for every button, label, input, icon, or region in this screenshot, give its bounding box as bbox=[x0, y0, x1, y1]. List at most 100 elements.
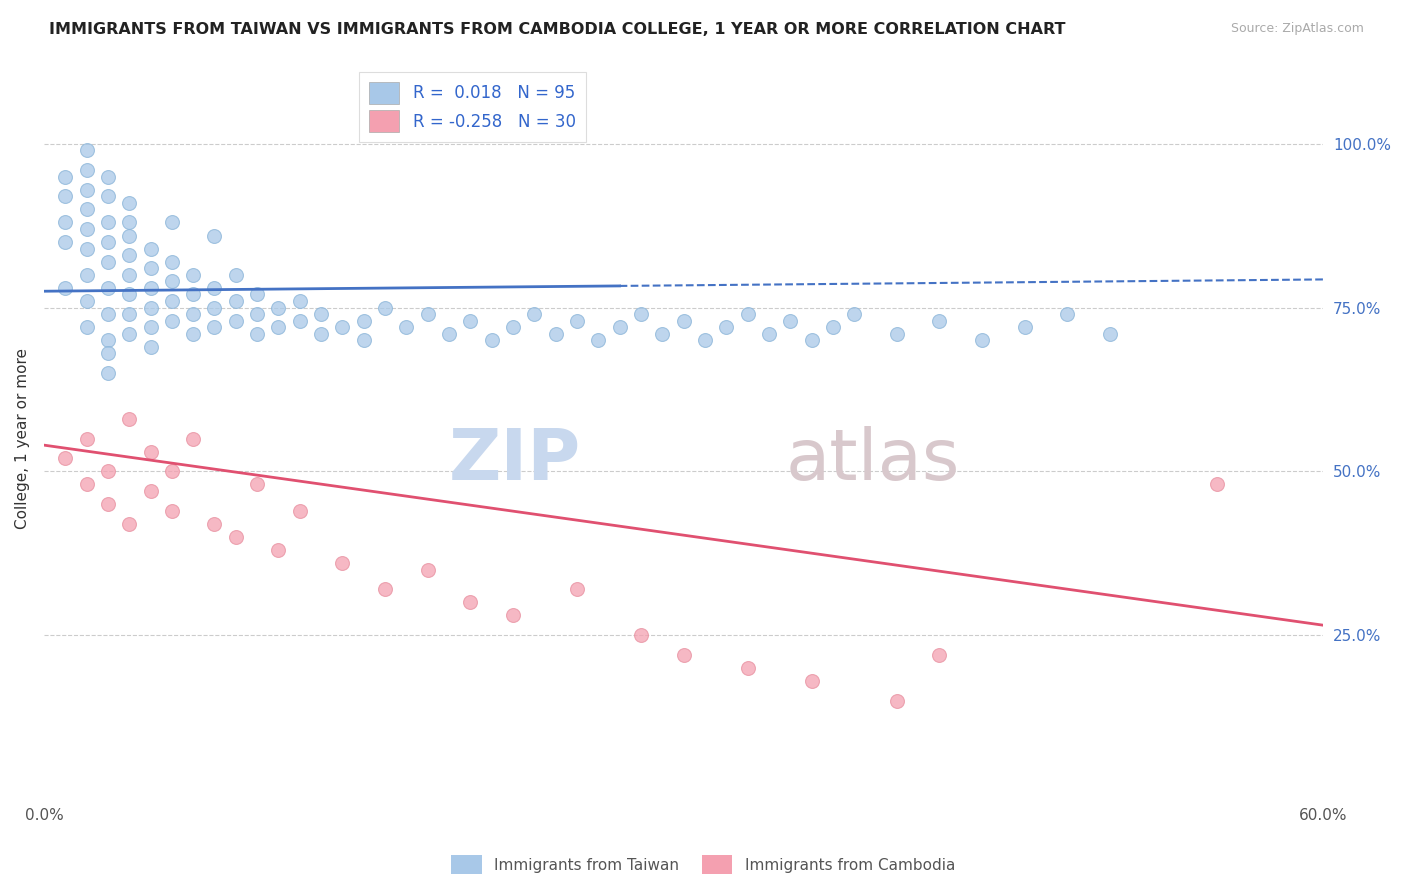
Text: atlas: atlas bbox=[786, 425, 960, 495]
Point bbox=[118, 516, 141, 531]
Point bbox=[76, 477, 98, 491]
Point bbox=[76, 183, 98, 197]
Point bbox=[267, 320, 290, 334]
Point bbox=[181, 287, 204, 301]
Point bbox=[288, 314, 311, 328]
Point bbox=[1099, 326, 1122, 341]
Point bbox=[118, 228, 141, 243]
Point bbox=[97, 464, 120, 478]
Point bbox=[309, 307, 332, 321]
Point bbox=[502, 320, 524, 334]
Point bbox=[800, 334, 823, 348]
Point bbox=[53, 235, 76, 249]
Point bbox=[395, 320, 418, 334]
Point bbox=[886, 693, 908, 707]
Point bbox=[97, 307, 120, 321]
Point bbox=[204, 320, 226, 334]
Point bbox=[928, 314, 950, 328]
Point bbox=[204, 281, 226, 295]
Point bbox=[97, 189, 120, 203]
Point bbox=[267, 542, 290, 557]
Y-axis label: College, 1 year or more: College, 1 year or more bbox=[15, 348, 30, 529]
Point bbox=[160, 503, 183, 517]
Point bbox=[523, 307, 546, 321]
Point bbox=[651, 326, 673, 341]
Point bbox=[416, 563, 439, 577]
Point bbox=[309, 326, 332, 341]
Point bbox=[246, 287, 269, 301]
Point bbox=[53, 451, 76, 466]
Point bbox=[460, 314, 482, 328]
Point bbox=[737, 661, 759, 675]
Legend: Immigrants from Taiwan, Immigrants from Cambodia: Immigrants from Taiwan, Immigrants from … bbox=[444, 849, 962, 880]
Point bbox=[693, 334, 716, 348]
Point bbox=[758, 326, 780, 341]
Text: IMMIGRANTS FROM TAIWAN VS IMMIGRANTS FROM CAMBODIA COLLEGE, 1 YEAR OR MORE CORRE: IMMIGRANTS FROM TAIWAN VS IMMIGRANTS FRO… bbox=[49, 22, 1066, 37]
Point bbox=[76, 293, 98, 308]
Point bbox=[118, 215, 141, 229]
Point bbox=[118, 195, 141, 210]
Point bbox=[139, 242, 162, 256]
Point bbox=[160, 274, 183, 288]
Point bbox=[460, 595, 482, 609]
Point bbox=[139, 281, 162, 295]
Point bbox=[502, 608, 524, 623]
Point bbox=[886, 326, 908, 341]
Point bbox=[288, 503, 311, 517]
Point bbox=[181, 307, 204, 321]
Point bbox=[139, 320, 162, 334]
Point bbox=[225, 268, 247, 282]
Point bbox=[97, 346, 120, 360]
Point bbox=[53, 189, 76, 203]
Point bbox=[160, 314, 183, 328]
Point bbox=[97, 235, 120, 249]
Point bbox=[565, 314, 588, 328]
Point bbox=[928, 648, 950, 662]
Text: ZIP: ZIP bbox=[449, 425, 581, 495]
Point bbox=[160, 464, 183, 478]
Text: Source: ZipAtlas.com: Source: ZipAtlas.com bbox=[1230, 22, 1364, 36]
Point bbox=[160, 254, 183, 268]
Point bbox=[672, 314, 695, 328]
Point bbox=[97, 366, 120, 380]
Point bbox=[225, 530, 247, 544]
Point bbox=[118, 268, 141, 282]
Point bbox=[246, 477, 269, 491]
Point bbox=[630, 628, 652, 642]
Point bbox=[779, 314, 801, 328]
Point bbox=[416, 307, 439, 321]
Point bbox=[118, 412, 141, 426]
Point bbox=[1056, 307, 1078, 321]
Point bbox=[139, 483, 162, 498]
Point bbox=[630, 307, 652, 321]
Point bbox=[76, 163, 98, 178]
Point bbox=[800, 673, 823, 688]
Point bbox=[53, 215, 76, 229]
Point bbox=[76, 222, 98, 236]
Point bbox=[267, 301, 290, 315]
Point bbox=[353, 334, 375, 348]
Point bbox=[844, 307, 866, 321]
Point bbox=[97, 281, 120, 295]
Point bbox=[1014, 320, 1036, 334]
Point bbox=[76, 144, 98, 158]
Point bbox=[53, 169, 76, 184]
Point bbox=[76, 242, 98, 256]
Point bbox=[97, 215, 120, 229]
Point bbox=[204, 228, 226, 243]
Point bbox=[118, 326, 141, 341]
Point bbox=[246, 307, 269, 321]
Point bbox=[97, 497, 120, 511]
Point bbox=[544, 326, 567, 341]
Point bbox=[97, 169, 120, 184]
Point bbox=[97, 254, 120, 268]
Point bbox=[76, 432, 98, 446]
Point bbox=[821, 320, 844, 334]
Point bbox=[160, 293, 183, 308]
Point bbox=[225, 314, 247, 328]
Point bbox=[374, 582, 396, 597]
Point bbox=[672, 648, 695, 662]
Point bbox=[1205, 477, 1227, 491]
Point bbox=[139, 444, 162, 458]
Point bbox=[139, 301, 162, 315]
